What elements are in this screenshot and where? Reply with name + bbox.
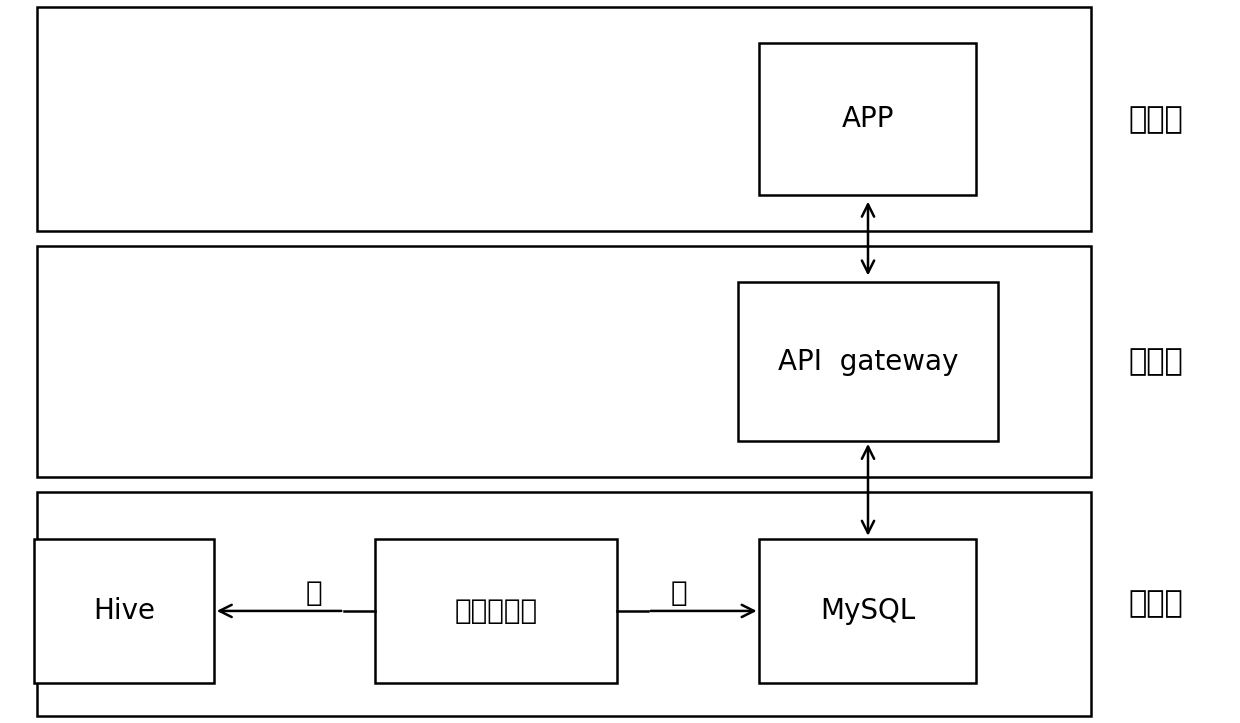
Text: 应用层: 应用层 <box>1128 105 1183 134</box>
Text: API  gateway: API gateway <box>777 348 959 375</box>
Bar <box>759 43 976 195</box>
Text: 数据中间件: 数据中间件 <box>454 597 538 625</box>
Bar <box>738 282 998 441</box>
Text: 数据层: 数据层 <box>1128 589 1183 618</box>
Bar <box>374 539 618 683</box>
Bar <box>37 7 1091 231</box>
Text: APP: APP <box>842 106 894 133</box>
Text: 推: 推 <box>671 579 687 607</box>
Bar <box>759 539 976 683</box>
Text: 拉: 拉 <box>305 579 321 607</box>
Text: MySQL: MySQL <box>821 597 915 625</box>
Bar <box>35 539 213 683</box>
Bar <box>37 246 1091 477</box>
Text: 逻辑层: 逻辑层 <box>1128 347 1183 376</box>
Bar <box>37 492 1091 716</box>
Text: Hive: Hive <box>93 597 155 625</box>
